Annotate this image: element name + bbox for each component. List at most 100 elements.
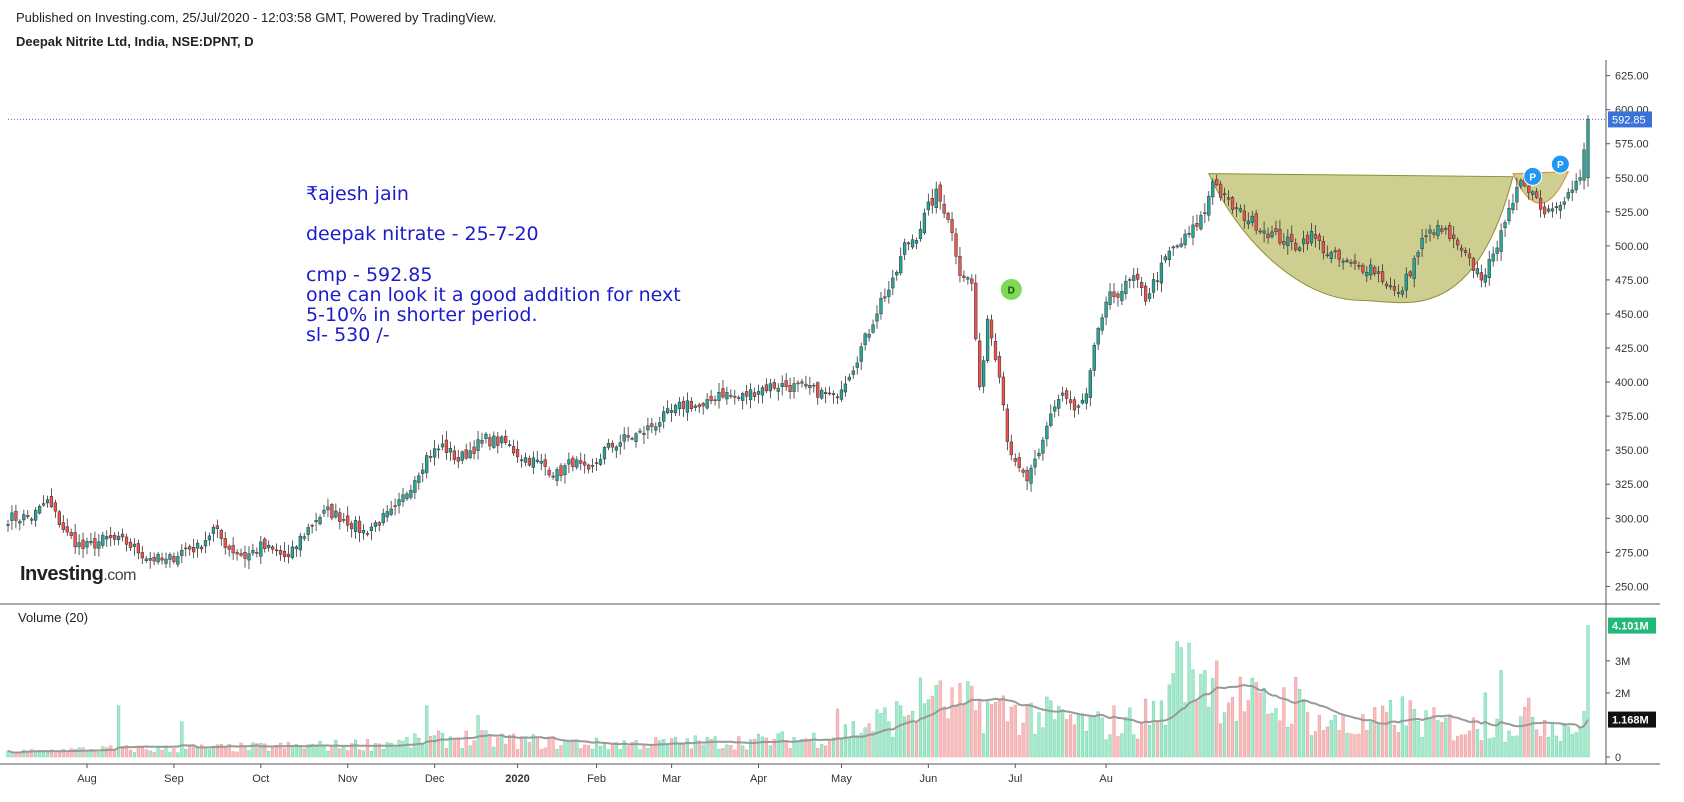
candle-body [851, 370, 855, 375]
candle-body [622, 434, 626, 442]
volume-bar [251, 742, 255, 758]
candle-body [168, 554, 172, 560]
volume-bar [1057, 706, 1061, 758]
volume-bar [531, 734, 535, 758]
candle-body [1286, 236, 1290, 246]
last-price-tag [1608, 111, 1652, 128]
volume-bar [843, 724, 847, 758]
candle-body [1440, 228, 1444, 232]
candle-body [950, 219, 954, 234]
volume-bar [780, 731, 784, 758]
volume-bar [966, 681, 970, 758]
volume-bar [559, 745, 563, 758]
candle-body [1483, 274, 1487, 283]
volume-bar [630, 741, 634, 758]
candle-body [1017, 457, 1021, 468]
volume-bar [1167, 684, 1171, 758]
volume-bar [1463, 734, 1468, 758]
candle-body [18, 520, 22, 524]
volume-bar [926, 699, 930, 758]
candle-body [650, 423, 654, 427]
candle-body [1412, 258, 1416, 279]
volume-bar [1412, 709, 1416, 758]
volume-bar [1317, 715, 1321, 758]
volume-bar [725, 744, 729, 758]
volume-bar [1384, 711, 1389, 758]
volume-bar [152, 751, 156, 758]
volume-bar [1199, 673, 1203, 758]
volume-bar [745, 749, 749, 758]
candle-body [1396, 292, 1401, 294]
volume-bar [271, 747, 275, 758]
candle-body [642, 432, 646, 435]
candle-body [587, 464, 591, 470]
volume-bar [1163, 725, 1167, 758]
volume-bar [81, 747, 85, 758]
volume-bar [342, 745, 346, 758]
candle-body [334, 510, 338, 518]
volume-bar [49, 749, 54, 758]
volume-bar [1001, 695, 1005, 758]
candle-body [302, 536, 306, 539]
candle-body [800, 381, 804, 384]
volume-bar [1523, 706, 1527, 758]
volume-bar [1017, 735, 1021, 758]
volume-bar [989, 704, 994, 758]
candle-body [863, 333, 867, 346]
volume-bar [255, 743, 259, 758]
candle-body [1333, 250, 1337, 253]
candle-body [713, 399, 717, 402]
candle-body [1171, 246, 1175, 249]
candle-body [1491, 253, 1495, 262]
price-tick-label: 550.00 [1615, 173, 1649, 185]
candle-body [1183, 233, 1187, 245]
candle-body [511, 446, 516, 454]
volume-bar [831, 737, 836, 758]
volume-bar [591, 748, 595, 758]
candle-body [1120, 291, 1124, 301]
volume-bar [1120, 733, 1124, 758]
candle-body [1475, 268, 1480, 275]
volume-bar [606, 749, 610, 758]
candle-body [1400, 290, 1404, 295]
volume-bar [61, 749, 65, 758]
volume-bar [1519, 716, 1523, 758]
time-tick-label: May [831, 773, 852, 785]
volume-bar [618, 749, 622, 758]
volume-bar [1309, 735, 1314, 758]
volume-bar [1404, 725, 1408, 758]
volume-bar [527, 742, 531, 758]
volume-bar [563, 740, 567, 758]
candle-body [1262, 230, 1266, 234]
candle-body [369, 526, 374, 532]
candle-body [1061, 392, 1065, 396]
volume-bar [950, 687, 954, 758]
candle-body [527, 458, 532, 466]
candle-body [464, 449, 468, 459]
candle-body [515, 448, 520, 458]
volume-bar [444, 747, 449, 758]
candle-body [788, 385, 792, 392]
candle-body [373, 522, 377, 527]
volume-bar [1100, 717, 1104, 758]
candle-body [346, 515, 350, 526]
candle-body [1049, 413, 1053, 426]
candle-body [1361, 264, 1365, 273]
candle-body [883, 296, 887, 299]
candle-body [1345, 259, 1349, 262]
marker-label: P [1529, 172, 1536, 183]
volume-bar [1104, 739, 1108, 758]
volume-bar [397, 739, 401, 758]
candle-body [1377, 271, 1381, 274]
candle-body [1388, 285, 1393, 288]
candle-body [184, 547, 188, 550]
volume-bar [334, 739, 338, 758]
candle-body [180, 549, 184, 556]
candle-body [1143, 285, 1148, 302]
candle-body [397, 499, 401, 506]
candle-body [1159, 262, 1164, 284]
candle-body [982, 360, 986, 387]
volume-bar [986, 701, 990, 758]
